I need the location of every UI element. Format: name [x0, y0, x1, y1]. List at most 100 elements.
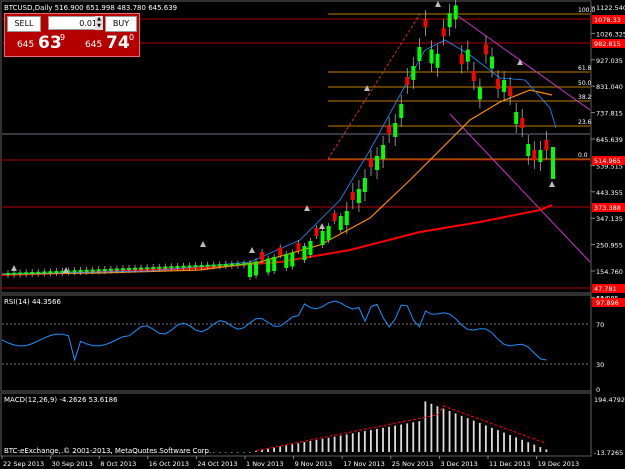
candle-body [387, 126, 392, 134]
candle-body [151, 267, 156, 269]
macd-histogram-bar [394, 425, 396, 452]
candle-body [42, 271, 47, 274]
candle-body [18, 272, 23, 275]
candle-body [441, 28, 446, 37]
macd-histogram-bar [460, 415, 463, 452]
trend-lines [449, 15, 591, 263]
macd-histogram-bar [224, 452, 227, 453]
one-click-trading-panel: SELL ▲ ▼ BUY 645 63 9 645 74 0 [4, 13, 140, 57]
fractal-arrow-icon [200, 241, 206, 247]
macd-histogram-bar [128, 452, 130, 453]
macd-histogram-bar [345, 434, 348, 452]
fractal-arrow-icon [11, 265, 17, 271]
price-tick-label: 927.035 [596, 57, 623, 65]
macd-histogram-bar [261, 449, 263, 452]
buy-price-fraction: 0 [129, 33, 135, 42]
macd-histogram-bar [363, 431, 366, 452]
candle-body [217, 264, 222, 267]
price-tick-label: 250.955 [596, 242, 623, 250]
price-tick-label: 737.815 [596, 110, 623, 118]
macd-histogram-bar [7, 452, 9, 453]
price-highlight-label: 1078.33 [594, 16, 621, 24]
price-highlight-box [592, 156, 625, 165]
macd-histogram-bar [73, 452, 76, 453]
price-tick-label: 347.135 [596, 215, 623, 223]
fib-level-label: 38.2 [578, 94, 592, 101]
candle-body [139, 267, 144, 270]
macd-histogram-bar [109, 452, 112, 453]
macd-histogram-bar [370, 430, 372, 452]
macd-histogram-bar [357, 432, 360, 452]
candle-body [114, 268, 119, 271]
rsi-line [1, 300, 547, 362]
candle-body [338, 216, 343, 230]
candle-body [526, 144, 531, 156]
candle-body [90, 269, 95, 272]
buy-price[interactable]: 645 74 0 [73, 33, 137, 53]
candle-body [532, 150, 537, 160]
buy-button[interactable]: BUY [105, 16, 137, 32]
macd-histogram-bar [267, 448, 269, 452]
time-axis: 22 Sep 2013 30 Sep 2013 8 Oct 2013 16 Oct 2… [1, 456, 579, 468]
lot-up-arrow-icon[interactable]: ▲ [95, 16, 103, 23]
candle-body [30, 272, 35, 274]
macd-histogram-bar [466, 418, 469, 452]
horizontal-level-lines [2, 18, 590, 289]
time-tick-label: 11 Dec 2013 [489, 460, 531, 468]
macd-histogram-bar [249, 452, 251, 453]
price-highlight-label: 47.781 [594, 285, 617, 293]
candle-body [84, 269, 89, 272]
macd-histogram-bar [79, 452, 82, 453]
candle-body [362, 178, 367, 192]
sell-price[interactable]: 645 63 9 [7, 33, 67, 53]
candle-body [514, 112, 519, 124]
fib-anchor-line [327, 13, 421, 160]
macd-histogram-bar [291, 444, 294, 452]
macd-histogram [7, 401, 548, 453]
time-tick-label: 8 Oct 2013 [100, 460, 136, 468]
macd-histogram-bar [515, 437, 517, 452]
copyright-text: BTC-eExchange, © 2001-2013, MetaQuotes S… [4, 447, 211, 455]
macd-histogram-bar [497, 430, 499, 452]
lot-size-input[interactable] [48, 16, 100, 30]
candle-body [199, 265, 204, 267]
candle-body [350, 192, 355, 200]
sell-price-pips: 63 [38, 33, 62, 53]
candle-body [260, 252, 265, 260]
macd-histogram-bar [478, 423, 481, 452]
candle-body [133, 267, 138, 270]
macd-histogram-bar [351, 433, 354, 452]
macd-histogram-bar [43, 452, 46, 453]
macd-histogram-bar [406, 423, 409, 452]
macd-histogram-bar [339, 435, 342, 452]
candle-body [127, 268, 131, 270]
sell-button[interactable]: SELL [7, 16, 41, 32]
macd-histogram-bar [230, 452, 233, 453]
fractal-arrow-icon [517, 59, 523, 65]
candle-body [326, 226, 331, 240]
macd-histogram-bar [285, 445, 288, 452]
rsi-highlight-box [592, 298, 625, 307]
lot-down-arrow-icon[interactable]: ▼ [95, 23, 103, 30]
time-tick-label: 24 Oct 2013 [197, 460, 237, 468]
macd-histogram-bar [164, 452, 167, 453]
candle-body [393, 123, 398, 137]
macd-histogram-bar [303, 442, 306, 452]
macd-histogram-bar [170, 452, 173, 453]
time-tick-label: 30 Sep 2013 [52, 460, 93, 468]
candle-body [66, 270, 71, 273]
price-tick-label: 831.040 [596, 83, 623, 91]
sell-price-prefix: 645 [17, 40, 35, 50]
macd-histogram-bar [97, 452, 100, 453]
macd-histogram-bar [521, 439, 524, 452]
macd-histogram-bar [255, 450, 257, 452]
macd-histogram-bar [176, 452, 179, 453]
macd-histogram-bar [188, 452, 191, 453]
fractal-arrow-icon [249, 247, 255, 253]
candle-body [381, 145, 386, 159]
fib-level-label: 50.0 [578, 80, 592, 87]
fib-level-label: 61.8 [578, 65, 592, 72]
macd-histogram-bar [103, 452, 106, 453]
macd-histogram-bar [297, 443, 300, 452]
